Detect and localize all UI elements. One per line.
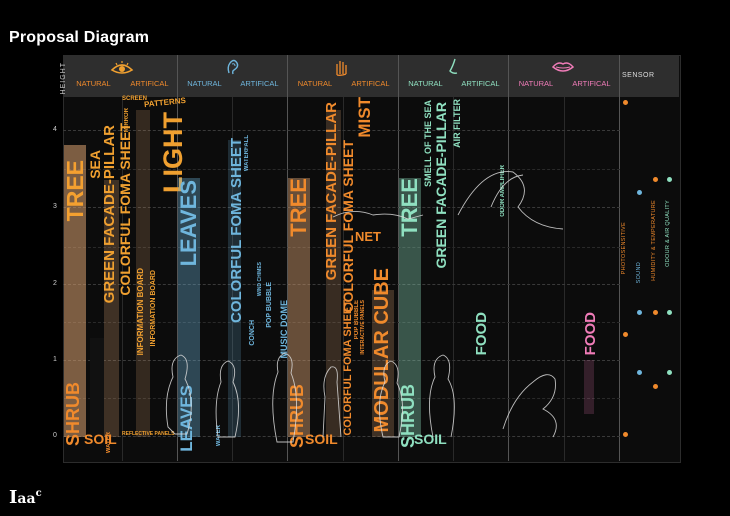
touch-natural-label: NATURAL [297, 79, 333, 88]
sensor-photosensitive-label: PHOTOSENSITIVE [621, 222, 627, 275]
sound-artificial-label: ARTIFICAL [240, 79, 279, 88]
subdivider [564, 97, 565, 461]
grid-line [63, 207, 620, 208]
grid-line-minor [63, 247, 620, 248]
divider-smell-taste [508, 55, 509, 461]
smell-tree-bar [399, 178, 421, 437]
sight-dark-block [90, 338, 104, 437]
sensor-dot [623, 332, 628, 337]
grid-line-minor [63, 322, 620, 323]
sensor-dot [667, 310, 672, 315]
sensor-dot [623, 100, 628, 105]
height-axis-label: HEIGHT [60, 62, 67, 95]
sight-screen-text: SCREEN [122, 96, 148, 102]
grid-line [63, 436, 620, 437]
ear-icon [227, 59, 239, 75]
sound-leaves-bar [178, 178, 200, 437]
iaac-logo: Iaac [9, 487, 42, 508]
y-tick: 4 [53, 126, 57, 133]
taste-natural-label: NATURAL [518, 79, 554, 88]
taste-food-bar [584, 360, 594, 414]
sensor-sound-label: SOUND [636, 262, 642, 284]
divider-taste-sensor [619, 55, 620, 461]
sound-natural-label: NATURAL [187, 79, 222, 88]
sensor-dot [623, 432, 628, 437]
sight-tree-bar [64, 145, 86, 437]
sight-soil-text: SOIL [84, 431, 117, 447]
header-bar [63, 55, 679, 97]
hand-icon [336, 61, 347, 76]
sight-artificial-label: ARTIFICAL [130, 79, 169, 88]
smell-natural-label: NATURAL [408, 79, 443, 88]
eye-icon [110, 61, 134, 74]
touch-net-text: NET [355, 229, 381, 244]
sensor-odour-label: ODOUR & AIR QUALITY [665, 200, 671, 267]
taste-artificial-label: ARTIFICAL [572, 79, 611, 88]
smell-soil-text: SOIL [414, 431, 447, 447]
subdivider [343, 97, 344, 461]
divider-sound-touch [287, 55, 288, 461]
sensor-dot [637, 190, 642, 195]
mouth-icon [552, 62, 574, 72]
sensor-dot [653, 177, 658, 182]
grid-line-minor [63, 169, 620, 170]
nose-icon [449, 58, 458, 74]
touch-artificial-label: ARTIFICAL [351, 79, 390, 88]
divider-sight-sound [177, 55, 178, 461]
y-tick: 1 [53, 356, 57, 363]
touch-tree-bar [288, 178, 310, 437]
subdivider [232, 97, 233, 461]
touch-cube-bar [372, 290, 394, 437]
smell-artificial-label: ARTIFICAL [461, 79, 500, 88]
y-tick: 2 [53, 280, 57, 287]
sensor-dot [637, 310, 642, 315]
sight-light-bar [136, 110, 150, 437]
sensor-humidity-label: HUMIDITY & TEMPERATURE [651, 200, 657, 281]
touch-facade-bar [326, 110, 341, 437]
divider-touch-smell [398, 55, 399, 461]
sensor-dot [653, 310, 658, 315]
subdivider [122, 97, 123, 461]
sight-reflective-text: REFLECTIVE PANELS [122, 431, 175, 437]
sight-facade-bar [104, 180, 119, 437]
figures-overlay [165, 171, 564, 443]
diagram-panel [63, 55, 681, 463]
grid-line-minor [63, 398, 620, 399]
sensor-header: SENSOR [622, 72, 655, 79]
y-tick: 0 [53, 432, 57, 439]
y-tick: 3 [53, 203, 57, 210]
grid-line [63, 284, 620, 285]
sensor-dot [667, 370, 672, 375]
grid-line [63, 130, 620, 131]
subdivider [453, 97, 454, 461]
sensor-dot [653, 384, 658, 389]
sensor-dot [667, 177, 672, 182]
page-title: Proposal Diagram [9, 29, 150, 46]
touch-soil-text: SOIL [305, 431, 338, 447]
grid-line [63, 360, 620, 361]
sensor-dot [637, 370, 642, 375]
sight-natural-label: NATURAL [76, 79, 111, 88]
